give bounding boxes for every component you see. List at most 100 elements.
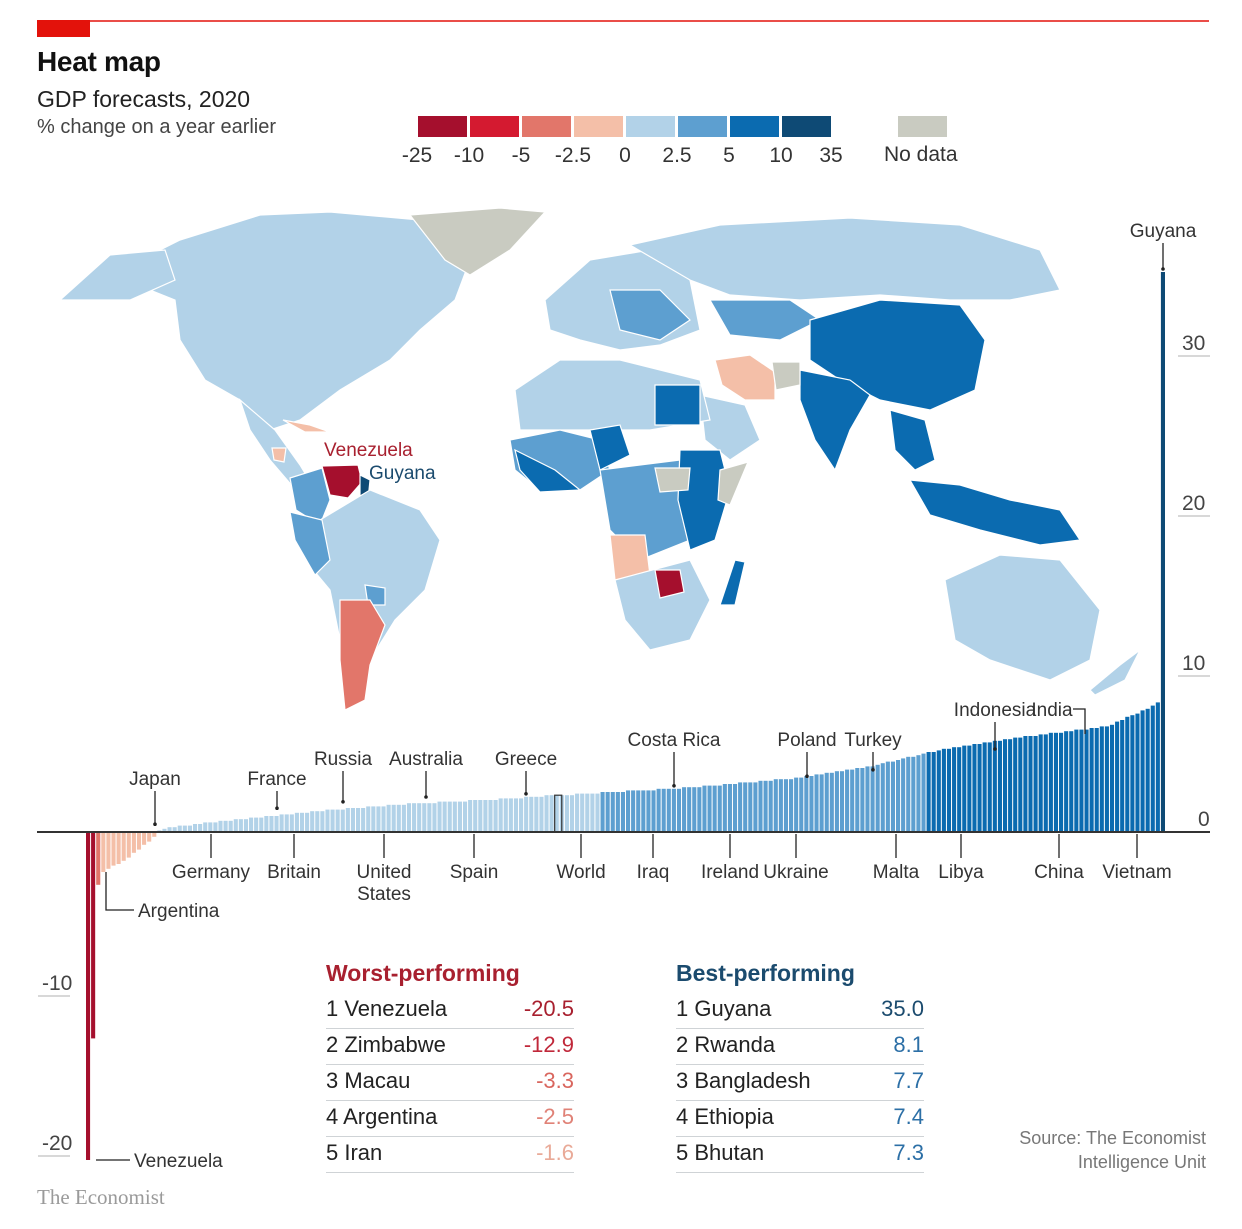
bar: [666, 788, 671, 832]
bar: [412, 803, 417, 832]
bar: [615, 792, 620, 832]
bar: [1038, 734, 1043, 832]
bar: [493, 800, 498, 832]
bar: [534, 796, 539, 832]
bar: [473, 800, 478, 832]
bar: [783, 779, 789, 832]
map-region-colombia: [289, 467, 331, 526]
bar: [106, 832, 111, 869]
map-region-sahel-coast: [514, 448, 582, 493]
bar: [911, 756, 916, 832]
bar: [101, 832, 106, 872]
map-region-iran: [714, 354, 776, 401]
bar: [330, 809, 335, 832]
bar: [789, 779, 794, 832]
bar: [86, 832, 91, 1160]
row-value: 35.0: [881, 996, 924, 1021]
bar: [748, 782, 753, 832]
bar: [1160, 272, 1165, 832]
bar: [381, 806, 386, 832]
bar: [91, 832, 96, 1039]
bar: [1104, 726, 1109, 832]
bar: [1018, 737, 1023, 832]
bar: [804, 776, 809, 832]
bar: [1109, 724, 1115, 832]
bar-label: Costa Rica: [628, 730, 721, 751]
bar-label: Britain: [267, 862, 321, 883]
y-tick-label: 0: [1198, 808, 1210, 831]
bar: [121, 832, 126, 861]
bar: [208, 822, 213, 832]
row-country: 4 Argentina: [326, 1104, 438, 1129]
map-region-europe-east: [609, 289, 691, 341]
bar: [264, 816, 269, 832]
map-region-egypt: [654, 384, 701, 426]
map-region-australia: [944, 554, 1101, 681]
bar: [845, 769, 850, 832]
worst-heading: Worst-performing: [326, 960, 520, 986]
bar: [758, 780, 763, 832]
map-region-kazakhstan: [708, 299, 822, 341]
source-line-1: Source: The Economist: [1019, 1128, 1206, 1148]
row-value: 7.3: [893, 1140, 924, 1165]
map-region-new-zealand: [1089, 649, 1141, 696]
map-region-venezuela: [321, 464, 363, 499]
bar: [641, 790, 646, 832]
map-region-nicaragua: [271, 447, 287, 463]
bar: [906, 756, 911, 832]
bar: [753, 782, 758, 832]
map-region-madagascar: [719, 559, 746, 606]
bar: [361, 808, 366, 832]
bar: [386, 804, 391, 832]
row-value: -1.6: [536, 1140, 574, 1165]
bar: [172, 827, 177, 832]
map-label-venezuela: Venezuela: [324, 440, 413, 461]
bar: [982, 742, 987, 832]
bar: [152, 832, 157, 837]
leader-dot: [1161, 267, 1165, 271]
bar-series: [86, 272, 1165, 1160]
bar: [1135, 713, 1140, 832]
leader-dot: [524, 792, 528, 796]
bar: [1099, 726, 1104, 832]
bar: [498, 798, 503, 832]
source-note: Source: The Economist Intelligence Unit: [1019, 1126, 1206, 1174]
bar-label: Malta: [873, 862, 920, 883]
bar: [722, 784, 727, 832]
legend-label: -10: [453, 144, 485, 167]
bar: [529, 796, 534, 832]
bar: [126, 832, 131, 858]
bar: [396, 804, 401, 832]
bar: [356, 808, 361, 832]
bar: [707, 785, 712, 832]
bar: [590, 793, 595, 832]
bar: [916, 755, 921, 832]
row-value: 7.4: [893, 1104, 924, 1129]
map-region-alaska: [58, 249, 176, 301]
bar: [198, 824, 203, 832]
table-row: 3 Macau -3.3: [326, 1065, 574, 1101]
bar: [1079, 729, 1084, 832]
bar: [1023, 736, 1028, 832]
economist-logo: The Economist: [37, 1185, 165, 1209]
bar: [743, 782, 748, 832]
bar: [1059, 732, 1064, 832]
row-country: 2 Rwanda: [676, 1032, 776, 1057]
map-region-argentina: [339, 599, 386, 711]
legend-swatch: [678, 116, 727, 137]
bar: [732, 784, 738, 832]
bar: [692, 787, 697, 832]
leader-line: [105, 872, 134, 911]
row-country: 1 Guyana: [676, 996, 772, 1021]
bar: [1130, 715, 1135, 832]
y-axis: -20 -10 0 10 20 30: [37, 332, 1210, 1157]
row-value: -3.3: [536, 1068, 574, 1093]
y-tick-label: -20: [42, 1132, 72, 1155]
bar: [305, 812, 310, 832]
bar: [457, 801, 462, 832]
bar: [850, 769, 855, 832]
table-row: 3 Bangladesh 7.7: [676, 1065, 924, 1101]
map-region-russia: [628, 217, 1061, 301]
bar: [636, 790, 641, 832]
map-region-india: [799, 369, 871, 472]
